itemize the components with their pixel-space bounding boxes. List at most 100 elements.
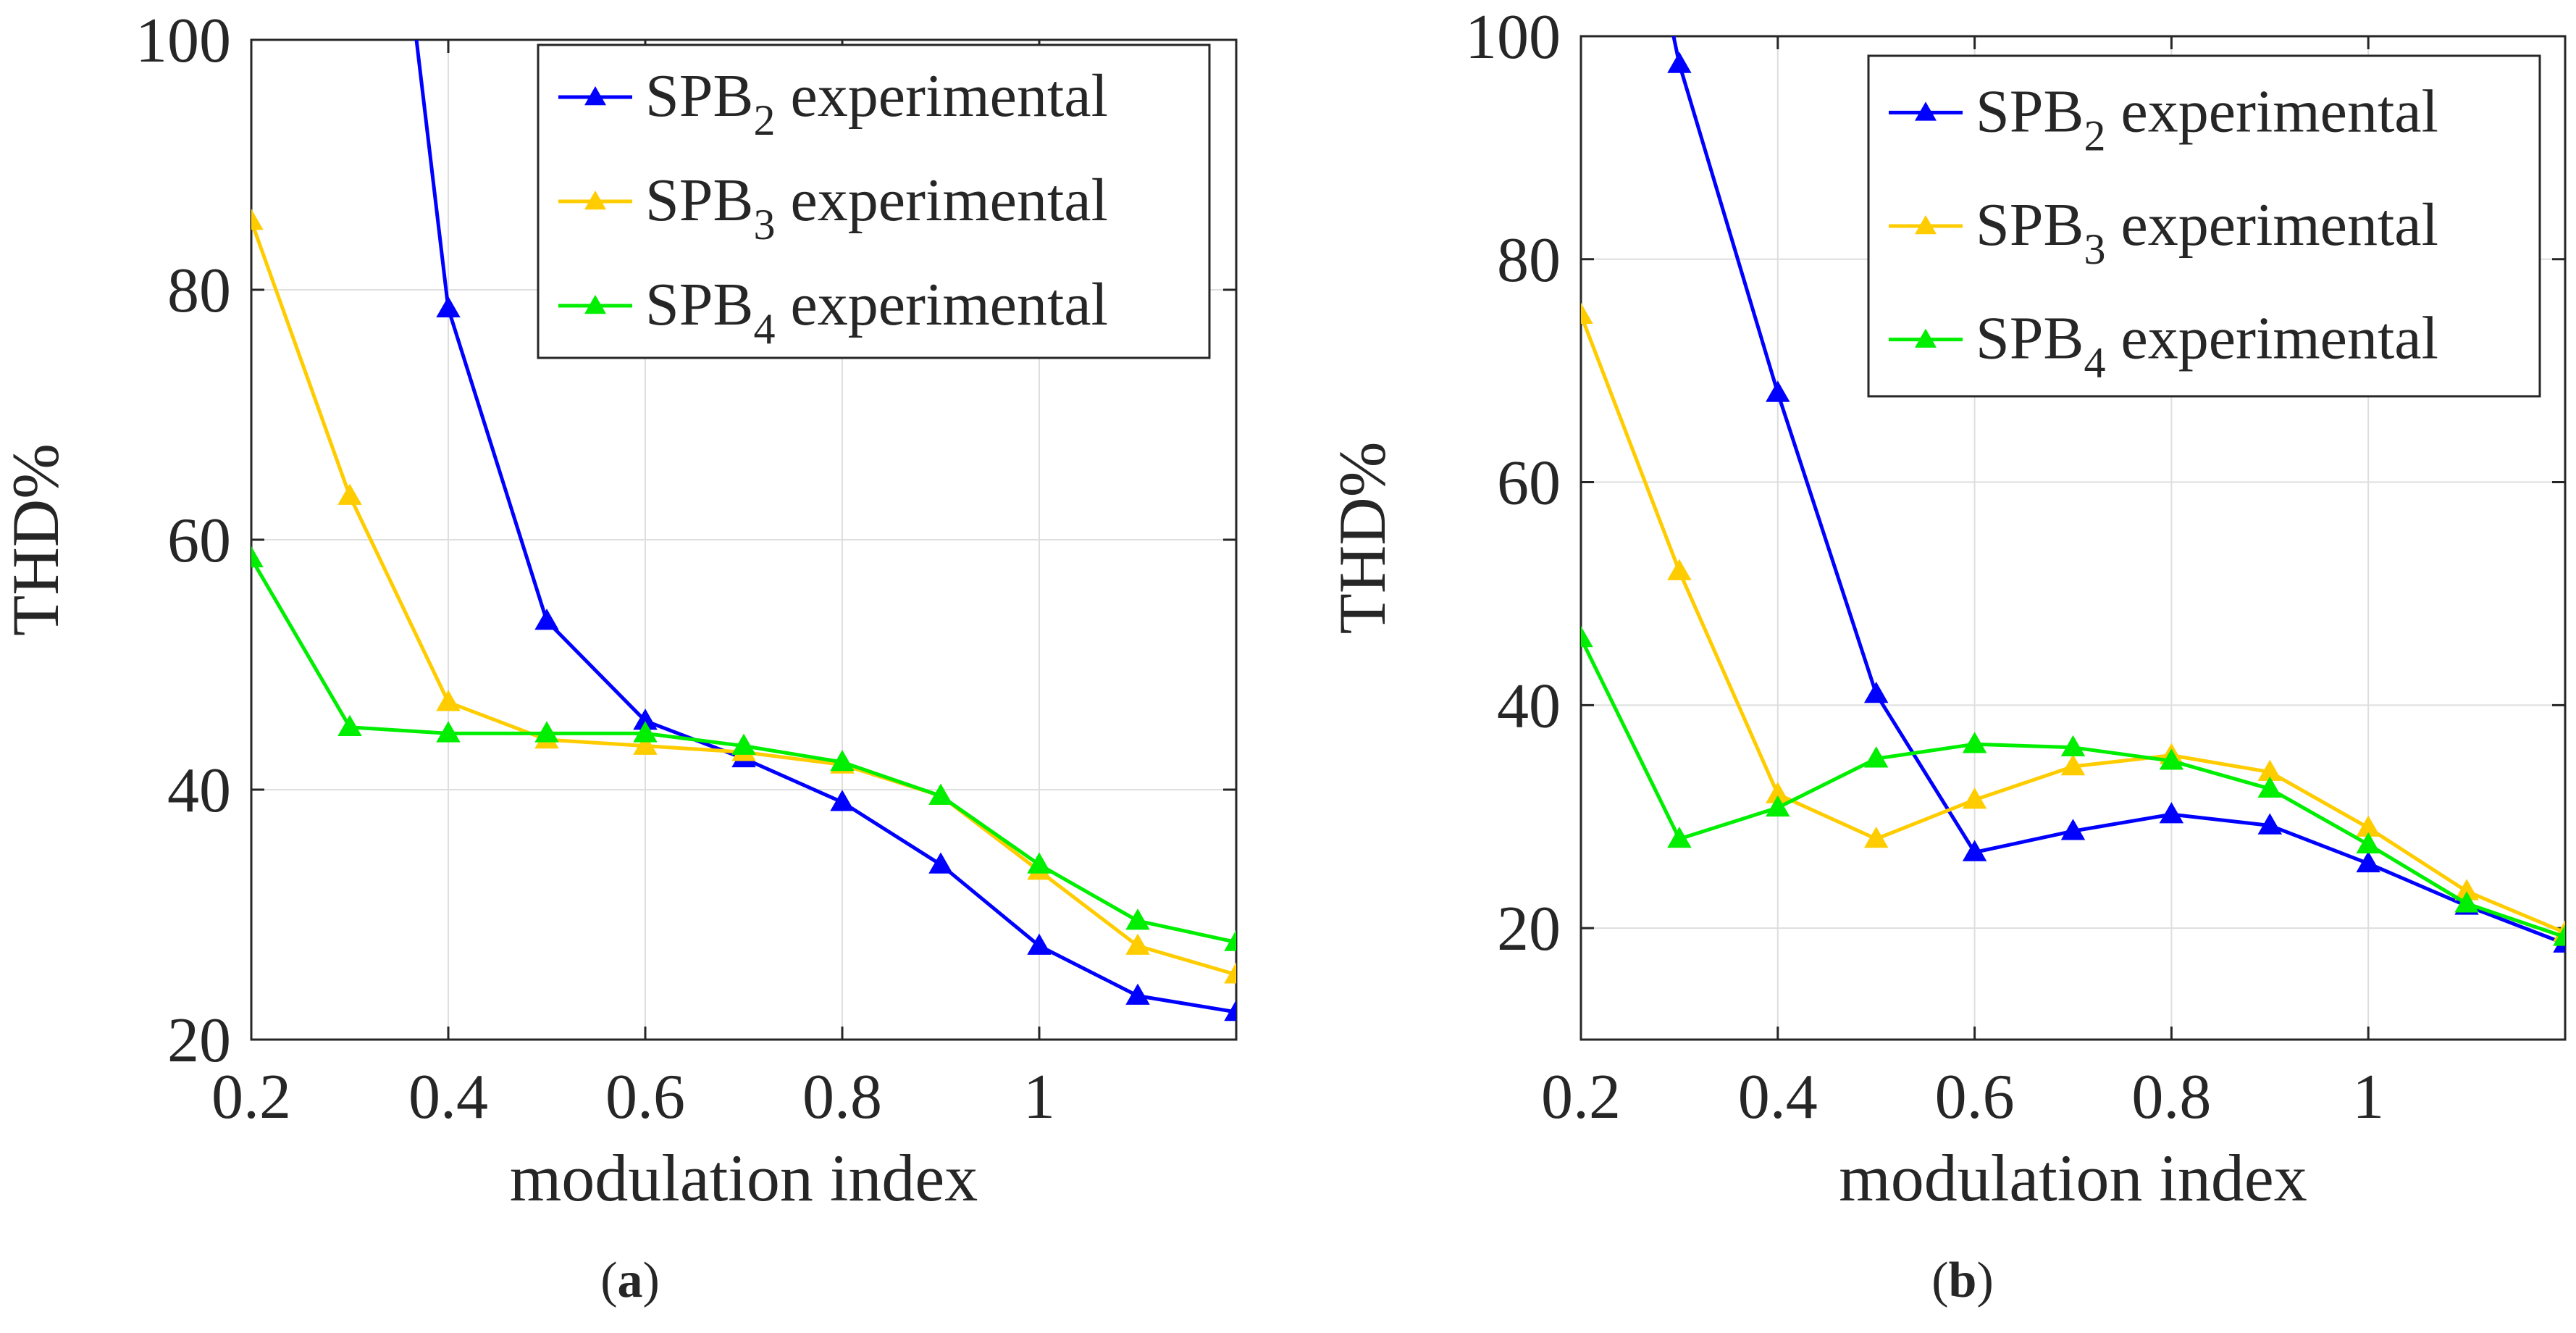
data-point-marker bbox=[1667, 51, 1692, 73]
data-point-marker bbox=[1125, 908, 1150, 930]
data-point-marker bbox=[2060, 753, 2086, 776]
data-point-marker bbox=[1027, 852, 1052, 874]
y-tick-label: 80 bbox=[1497, 225, 1561, 296]
data-point-marker bbox=[2356, 851, 2380, 873]
data-point-marker bbox=[1962, 840, 1987, 861]
data-point-marker bbox=[436, 721, 461, 743]
axes-box bbox=[1579, 35, 2567, 1041]
legend-box bbox=[1867, 54, 2541, 398]
legend-label: SPB3 experimental bbox=[1976, 191, 2438, 273]
y-axis-title: THD% bbox=[0, 443, 72, 636]
data-point-marker bbox=[2356, 832, 2380, 853]
legend-item-spb4: SPB4 experimental bbox=[1889, 305, 2438, 387]
data-point-marker bbox=[436, 690, 461, 711]
y-tick-label: 60 bbox=[167, 506, 231, 576]
data-point-marker bbox=[1224, 962, 1236, 984]
plot-area bbox=[251, 40, 1236, 1021]
data-point-marker bbox=[1766, 795, 1790, 817]
data-point-marker bbox=[1027, 933, 1052, 955]
data-point-marker bbox=[1667, 559, 1692, 580]
y-tick-label: 100 bbox=[1465, 2, 1561, 72]
legend-label: SPB4 experimental bbox=[1976, 305, 2438, 387]
legend-marker bbox=[1915, 328, 1937, 348]
chart-panel-b: 0.2 0.4 0.6 0.8 1 20 40 60 80 100 modulation index… bbox=[1325, 2, 2567, 1308]
data-point-marker bbox=[830, 790, 855, 811]
data-point-marker bbox=[2257, 776, 2283, 798]
y-tick-label: 40 bbox=[167, 756, 231, 826]
x-tick-label: 0.2 bbox=[211, 1062, 291, 1132]
data-point-marker bbox=[1766, 380, 1790, 402]
legend-label: SPB2 experimental bbox=[1976, 78, 2438, 159]
panel-caption: (b) bbox=[1931, 1253, 1994, 1308]
data-point-marker bbox=[1667, 826, 1692, 848]
data-point-marker bbox=[1125, 933, 1150, 955]
legend-marker bbox=[584, 295, 606, 314]
data-point-marker bbox=[2060, 819, 2086, 840]
chart-panel-a: 0.2 0.4 0.6 0.8 1 20 40 60 80 100 modulation index… bbox=[0, 6, 1238, 1308]
x-axis-title: modulation index bbox=[510, 1141, 978, 1215]
x-tick-label: 0.6 bbox=[1935, 1062, 2015, 1132]
legend-label: SPB3 experimental bbox=[645, 167, 1108, 248]
data-point-marker bbox=[251, 546, 264, 568]
data-point-marker bbox=[251, 209, 264, 230]
data-point-marker bbox=[1863, 746, 1889, 768]
x-axis-title: modulation index bbox=[1839, 1141, 2307, 1215]
legend-marker bbox=[584, 191, 606, 210]
data-point-marker bbox=[2159, 802, 2184, 824]
data-point-marker bbox=[534, 609, 559, 630]
data-point-marker bbox=[633, 721, 658, 743]
legend-item-spb3: SPB3 experimental bbox=[1889, 191, 2438, 273]
data-point-marker bbox=[928, 852, 953, 874]
data-point-marker bbox=[2257, 813, 2283, 835]
data-point-marker bbox=[1224, 1000, 1236, 1021]
x-tick-label: 1 bbox=[2352, 1062, 2384, 1132]
data-point-marker bbox=[731, 733, 756, 755]
data-point-marker bbox=[1962, 787, 1987, 809]
x-tick-label: 0.6 bbox=[605, 1062, 685, 1132]
data-point-marker bbox=[1863, 826, 1889, 848]
legend-label: SPB4 experimental bbox=[645, 271, 1108, 353]
data-point-marker bbox=[436, 296, 461, 318]
data-point-marker bbox=[2159, 748, 2184, 770]
data-point-marker bbox=[928, 783, 953, 805]
data-point-marker bbox=[2454, 891, 2479, 913]
legend-item-spb4: SPB4 experimental bbox=[558, 271, 1108, 353]
panel-caption: (a) bbox=[600, 1253, 660, 1308]
y-tick-label: 40 bbox=[1497, 671, 1561, 741]
y-tick-label: 100 bbox=[135, 6, 231, 76]
y-tick-label: 60 bbox=[1497, 448, 1561, 519]
x-tick-label: 0.4 bbox=[408, 1062, 488, 1132]
data-point-marker bbox=[337, 483, 362, 505]
x-tick-label: 1 bbox=[1023, 1062, 1055, 1132]
legend: SPB2 experimental SPB3 experimental SPB4 e… bbox=[1867, 54, 2541, 398]
legend-marker bbox=[1915, 101, 1937, 121]
y-axis-title: THD% bbox=[1325, 442, 1399, 635]
x-tick-label: 0.2 bbox=[1541, 1062, 1621, 1132]
y-tick-label: 20 bbox=[1497, 894, 1561, 964]
y-tick-label: 80 bbox=[167, 256, 231, 326]
legend: SPB2 experimental SPB3 experimental SPB4 e… bbox=[537, 43, 1211, 359]
legend-marker bbox=[584, 86, 606, 106]
data-point-marker bbox=[534, 721, 559, 743]
legend-item-spb2: SPB2 experimental bbox=[1889, 78, 2438, 159]
legend-box bbox=[537, 43, 1211, 359]
data-point-marker bbox=[2553, 924, 2565, 946]
legend-marker bbox=[1915, 215, 1937, 235]
data-point-marker bbox=[1581, 625, 1593, 648]
x-tick-label: 0.8 bbox=[2131, 1062, 2211, 1132]
y-tick-label: 20 bbox=[167, 1006, 231, 1076]
data-point-marker bbox=[1962, 732, 1987, 753]
data-point-marker bbox=[1224, 929, 1236, 951]
data-point-marker bbox=[2060, 735, 2086, 757]
x-tick-label: 0.8 bbox=[802, 1062, 882, 1132]
data-point-marker bbox=[337, 714, 362, 736]
legend-item-spb2: SPB2 experimental bbox=[558, 62, 1108, 144]
data-point-marker bbox=[633, 733, 658, 755]
data-point-marker bbox=[830, 750, 855, 772]
data-point-marker bbox=[1581, 302, 1593, 324]
plot-area bbox=[1581, 36, 2565, 953]
legend-item-spb3: SPB3 experimental bbox=[558, 167, 1108, 248]
data-point-marker bbox=[1863, 681, 1889, 703]
data-point-marker bbox=[1125, 983, 1150, 1005]
